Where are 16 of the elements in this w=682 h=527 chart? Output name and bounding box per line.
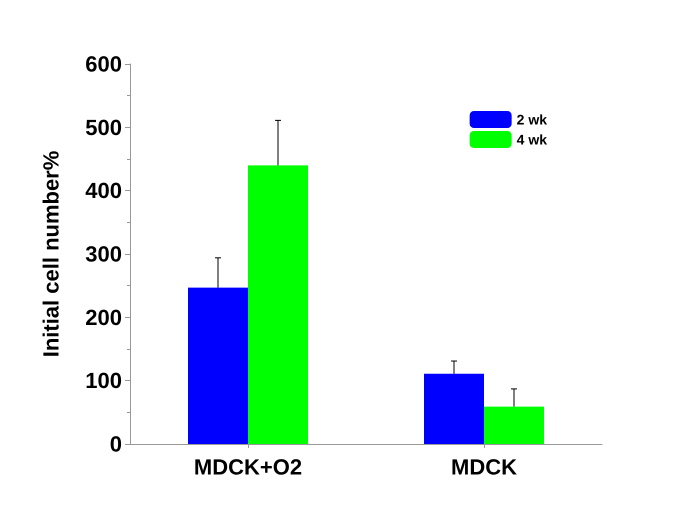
x-tick-label: MDCK+O2 — [194, 454, 302, 480]
y-axis-title: Initial cell number% — [38, 150, 64, 358]
x-tick-label: MDCK — [451, 454, 518, 480]
bar — [188, 288, 248, 444]
legend-label: 2 wk — [516, 112, 548, 128]
y-tick-label: 500 — [85, 114, 122, 140]
y-tick-label: 100 — [85, 368, 122, 394]
bar — [484, 406, 544, 444]
bar — [424, 374, 484, 444]
y-tick-label: 300 — [85, 242, 122, 266]
bar — [248, 165, 308, 444]
y-tick-label: 0 — [110, 432, 122, 456]
y-tick-label: 400 — [85, 178, 122, 204]
legend-label: 4 wk — [516, 132, 548, 148]
y-tick-label: 600 — [85, 52, 122, 76]
y-tick-label: 200 — [85, 304, 122, 330]
